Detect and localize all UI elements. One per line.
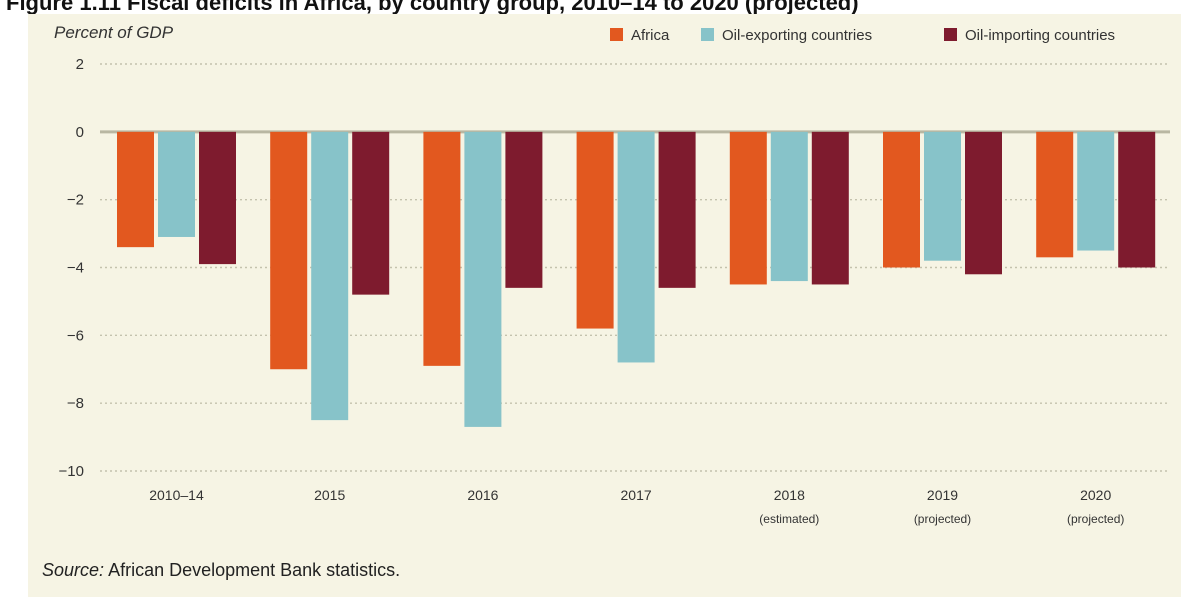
x-axis-labels: 2010–14 2015 2016 2017 2018 (estimated) 2019 (p… — [149, 487, 1124, 526]
bar-oil-exporting-countries-3 — [617, 131, 655, 363]
y-tick-label: −2 — [67, 192, 84, 209]
x-tick-label: 2019 — [927, 487, 958, 503]
legend-swatch — [944, 28, 957, 41]
bars — [117, 131, 1156, 427]
bar-oil-exporting-countries-0 — [158, 131, 195, 237]
x-tick-sublabel: (projected) — [1067, 512, 1124, 526]
source-text: African Development Bank statistics. — [108, 560, 401, 580]
x-tick-sublabel: (estimated) — [759, 512, 819, 526]
x-tick-label: 2020 — [1080, 487, 1111, 503]
legend-label: Oil-importing countries — [965, 27, 1115, 44]
x-tick-label: 2017 — [621, 487, 652, 503]
bar-oil-importing-countries-4 — [811, 131, 849, 285]
y-axis-ticks: 2 0 −2 −4 −6 −8 −10 — [59, 56, 84, 480]
y-tick-label: 0 — [76, 124, 84, 141]
x-tick-label: 2015 — [314, 487, 345, 503]
source-note: Source: African Development Bank statist… — [42, 560, 400, 581]
bar-africa-6 — [1036, 131, 1074, 258]
y-tick-label: −6 — [67, 327, 84, 344]
y-tick-label: −4 — [67, 260, 84, 277]
x-tick-label: 2010–14 — [149, 487, 204, 503]
bar-oil-exporting-countries-5 — [924, 131, 961, 261]
x-tick-sublabel: (projected) — [914, 512, 971, 526]
bar-oil-exporting-countries-6 — [1077, 131, 1115, 251]
bar-africa-3 — [576, 131, 614, 329]
bar-africa-5 — [883, 131, 920, 268]
bar-africa-4 — [729, 131, 767, 285]
bar-oil-exporting-countries-4 — [770, 131, 808, 282]
legend-label: Oil-exporting countries — [722, 27, 872, 44]
bar-africa-2 — [423, 131, 461, 366]
y-tick-label: −8 — [67, 395, 84, 412]
y-tick-label: 2 — [76, 56, 84, 73]
bar-oil-exporting-countries-2 — [464, 131, 502, 427]
bar-oil-importing-countries-5 — [965, 131, 1002, 275]
bar-oil-exporting-countries-1 — [311, 131, 349, 421]
y-tick-label: −10 — [59, 463, 84, 480]
x-tick-label: 2018 — [774, 487, 805, 503]
x-tick-label: 2016 — [467, 487, 498, 503]
bar-africa-0 — [117, 131, 154, 248]
legend-label: Africa — [631, 27, 670, 44]
chart-title: Figure 1.11 Fiscal deficits in Africa, b… — [6, 0, 859, 14]
bar-oil-importing-countries-2 — [505, 131, 543, 288]
bar-oil-importing-countries-0 — [199, 131, 236, 265]
bar-africa-1 — [270, 131, 308, 370]
legend-swatch — [610, 28, 623, 41]
y-axis-label: Percent of GDP — [54, 23, 174, 42]
bar-oil-importing-countries-6 — [1118, 131, 1156, 268]
bar-oil-importing-countries-3 — [658, 131, 696, 288]
legend: Africa Oil-exporting countries Oil-importi… — [610, 27, 1115, 44]
source-label: Source: — [42, 560, 105, 580]
bar-oil-importing-countries-1 — [352, 131, 390, 295]
legend-swatch — [701, 28, 714, 41]
